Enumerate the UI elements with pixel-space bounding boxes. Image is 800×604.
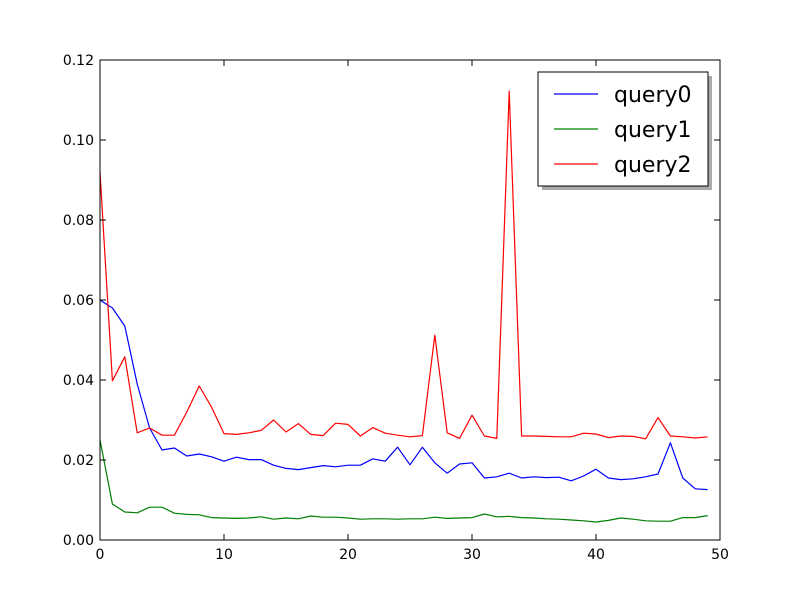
series-line-query0 [100,299,708,491]
x-tick-label: 30 [463,547,481,563]
y-tick-label: 0.06 [63,293,94,309]
y-tick-label: 0.08 [63,213,94,229]
y-tick-label: 0.12 [63,53,94,69]
y-tick-label: 0.00 [63,533,94,549]
series-line-query2 [100,90,708,440]
legend: query0 query1 query2 [537,71,712,190]
y-tick-label: 0.04 [63,373,94,389]
legend-label-query0: query0 [614,83,692,108]
series-layer [100,90,708,523]
x-tick-label: 40 [587,547,605,563]
y-tick-label: 0.02 [63,453,94,469]
legend-label-query2: query2 [614,153,692,178]
y-tick-label: 0.10 [63,133,94,149]
x-tick-label: 0 [96,547,105,563]
x-tick-label: 50 [711,547,729,563]
legend-label-query1: query1 [614,118,692,143]
x-tick-label: 20 [339,547,357,563]
ticks-layer: 0 10 20 30 40 50 0.00 0.02 0.04 0.06 0.08 0.10 0.12 [63,53,729,563]
x-tick-label: 10 [215,547,233,563]
series-line-query1 [100,439,708,523]
